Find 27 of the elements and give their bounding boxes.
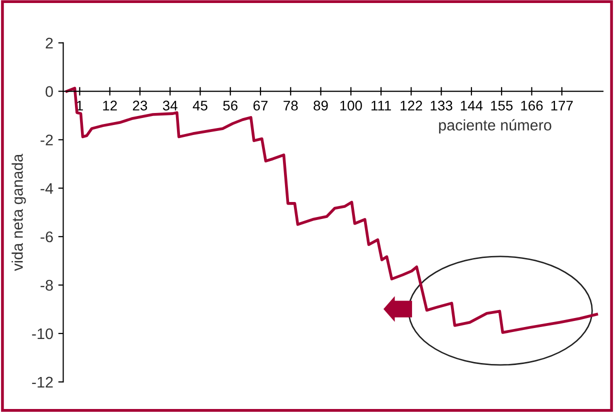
x-tick-label: 56 bbox=[223, 100, 238, 111]
y-tick-label: -12 bbox=[32, 376, 53, 388]
y-tick-label: 2 bbox=[46, 38, 53, 48]
y-tick-label: -4 bbox=[40, 183, 54, 194]
y-tick-label: -6 bbox=[40, 231, 53, 242]
y-tick-label: -2 bbox=[40, 134, 53, 146]
x-tick-label: 34 bbox=[162, 100, 178, 111]
y-tick-label: 0 bbox=[46, 86, 53, 97]
x-tick-label: 89 bbox=[314, 100, 328, 111]
x-tick-label: 155 bbox=[491, 100, 513, 111]
y-axis-title: vida neta ganada bbox=[12, 154, 26, 271]
x-tick-label: 144 bbox=[460, 100, 483, 110]
x-tick-label: 12 bbox=[103, 100, 117, 110]
x-tick-label: 100 bbox=[340, 100, 362, 111]
x-tick-label: 23 bbox=[132, 100, 148, 111]
x-tick-label: 45 bbox=[192, 100, 208, 111]
x-tick-label: 122 bbox=[400, 100, 422, 110]
x-axis-title: paciente número bbox=[439, 119, 552, 134]
x-tick-label: 111 bbox=[372, 100, 391, 110]
y-tick-label: -8 bbox=[40, 280, 53, 291]
y-tick-label: -10 bbox=[32, 328, 53, 340]
x-tick-label: 177 bbox=[551, 100, 573, 110]
x-tick-label: 67 bbox=[253, 100, 268, 111]
line-series bbox=[65, 86, 598, 334]
x-tick-label: 133 bbox=[430, 100, 452, 111]
x-tick-label: 166 bbox=[521, 100, 543, 111]
x-tick-label: 78 bbox=[284, 100, 298, 111]
